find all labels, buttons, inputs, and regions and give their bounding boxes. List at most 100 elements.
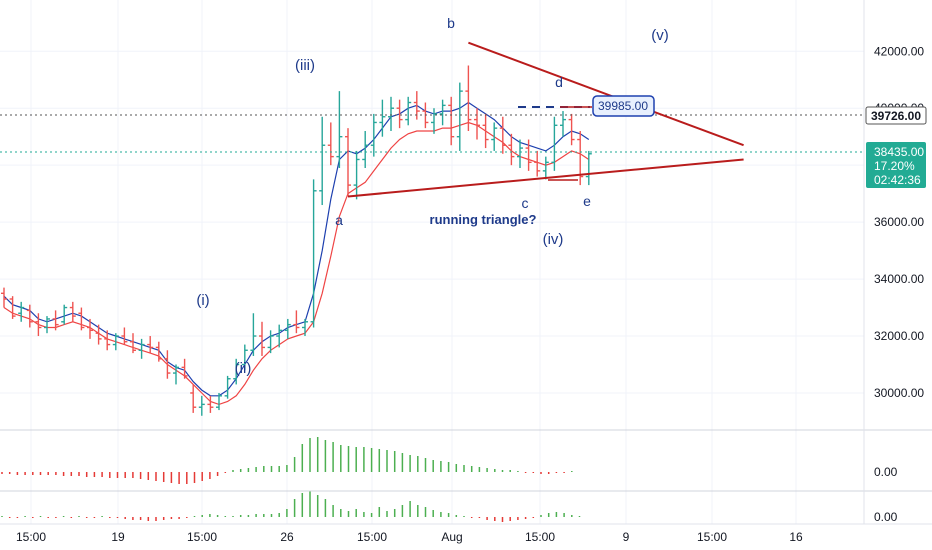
candle [585,150,592,186]
time-tick-label: Aug [441,530,462,544]
candle [474,108,480,140]
candle [267,330,274,354]
candle [577,130,584,186]
candle [190,384,197,413]
candle [568,113,575,146]
candle [388,96,394,131]
histogram-1-layer [1,437,573,484]
marker-price-text: 39985.00 [598,99,648,113]
candle [35,313,42,337]
level-price-tag[interactable] [865,106,927,125]
candle [155,341,162,362]
wave-label-ii: (ii) [235,360,252,377]
candle [456,82,463,151]
time-tick-label: 15:00 [16,530,46,544]
candle [44,316,50,334]
pattern-note: running triangle? [430,212,537,227]
candle [284,318,291,339]
price-tick-label: 42000.00 [874,44,924,58]
candle [207,395,214,413]
triangle-upper-trendline[interactable] [468,41,744,147]
candle [9,296,16,319]
price-tick-label: 36000.00 [874,215,924,229]
marker-price-tag[interactable] [592,95,655,117]
candle [250,313,257,356]
candle [259,321,265,356]
candle [302,318,308,337]
candle [69,301,76,322]
candle [534,150,541,177]
wave-label-i: (i) [196,292,209,309]
candle [319,116,326,206]
candle [499,116,506,154]
candle [233,358,240,385]
countdown-text: 02:42:36 [874,173,921,187]
subwave-label-c: c [522,195,529,211]
candle [112,333,119,351]
candle [26,304,33,328]
time-tick-label: 15:00 [357,530,387,544]
candle [551,116,558,171]
candle [465,65,472,131]
ma-fast-line [3,101,590,397]
candle [147,336,154,354]
histogram-2-layer [1,491,581,522]
subwave-label-b: b [447,15,455,31]
candle [198,395,205,416]
wave-label-v: (v) [651,27,669,44]
candle [560,111,566,137]
time-tick-label: 26 [280,530,294,544]
candle [61,304,68,325]
time-tick-label: 19 [111,530,125,544]
subwave-label-e: e [583,193,591,209]
candle [431,108,437,134]
subwave-label-d: d [555,74,563,90]
candle [525,139,532,171]
wave-label-iii: (iii) [295,57,315,74]
price-tick-label: 32000.00 [874,329,924,343]
candle [396,99,403,129]
candle [405,96,412,126]
histogram-1-value: 0.00 [874,465,898,479]
candle [517,139,523,169]
candle [181,358,188,379]
candle [448,96,455,146]
candle [345,128,351,197]
current-price-text: 38435.00 [874,145,924,159]
candle [439,99,446,126]
candle [241,344,248,371]
candle [353,150,360,200]
candle [370,113,377,157]
candle [164,350,171,379]
candle [276,324,283,348]
price-axis[interactable]: 42000.0040000.0038000.0036000.0034000.00… [874,44,924,400]
candle [542,156,549,180]
time-tick-label: 9 [623,530,630,544]
candles-layer [1,65,592,416]
ma-fast-layer [3,101,590,397]
candle [95,324,102,345]
time-tick-label: 16 [789,530,803,544]
candle [173,364,179,385]
candle [18,301,25,322]
time-tick-label: 15:00 [525,530,555,544]
candle [379,99,386,137]
time-tick-label: 15:00 [697,530,727,544]
current-price-tag[interactable] [866,142,926,188]
candle [327,122,334,166]
level-price-text: 39726.00 [871,109,921,123]
candle [78,307,85,331]
candle [104,330,111,351]
candle [130,333,136,354]
time-tick-label: 15:00 [187,530,217,544]
triangle-lower-trendline[interactable] [347,158,744,198]
candle [293,310,300,334]
candle [491,122,498,151]
wave-label-iv: (iv) [543,231,564,248]
candle [216,392,222,411]
price-tick-label: 30000.00 [874,386,924,400]
histogram-2-value: 0.00 [874,510,898,524]
grid-layer [0,0,864,524]
time-axis[interactable]: 15:00 19 15:00 26 15:00 Aug 15:00 9 15:00 16 [16,530,803,544]
